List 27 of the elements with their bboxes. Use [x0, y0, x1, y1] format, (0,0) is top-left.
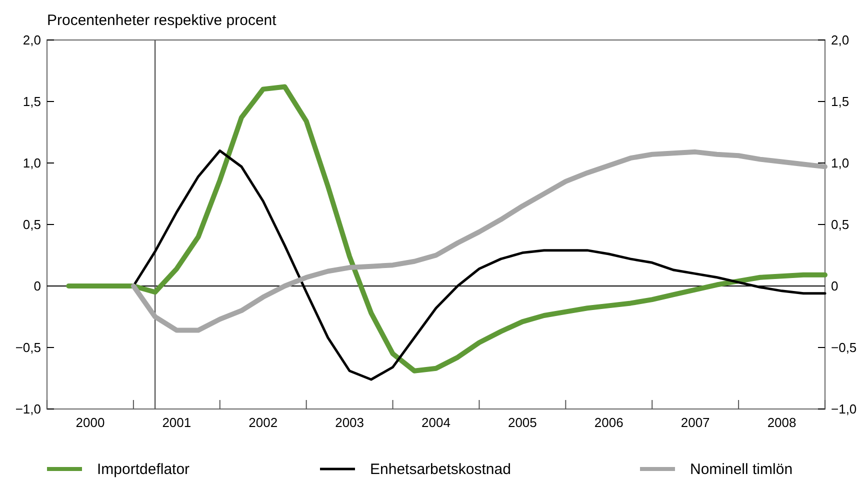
y-tick-label: 0 — [34, 278, 41, 294]
legend-label: Importdeflator — [97, 461, 190, 478]
x-tick-label: 2001 — [162, 415, 192, 430]
y2-tick-label: −1,0 — [831, 402, 857, 417]
x-tick-label: 2003 — [335, 415, 364, 430]
y2-tick-label: 1,5 — [831, 94, 850, 110]
y2-tick-label: 1,0 — [831, 156, 850, 171]
x-tick-label: 2008 — [767, 415, 796, 430]
y-tick-label: 1,0 — [22, 156, 41, 171]
y-tick-label: −1,0 — [15, 402, 41, 417]
legend-label: Enhetsarbetskostnad — [370, 461, 511, 478]
y2-tick-label: 2,0 — [831, 32, 850, 48]
chart-subtitle: Procentenheter respektive procent — [47, 12, 278, 29]
x-tick-label: 2000 — [76, 415, 105, 430]
legend-label: Nominell timlön — [690, 461, 793, 478]
y2-tick-label: −0,5 — [831, 340, 857, 356]
x-tick-label: 2002 — [248, 415, 278, 430]
x-tick-label: 2006 — [594, 415, 624, 430]
y2-tick-label: 0,5 — [831, 217, 850, 232]
y-tick-label: 2,0 — [22, 32, 41, 48]
x-tick-label: 2004 — [422, 415, 450, 430]
x-tick-label: 2007 — [680, 415, 710, 430]
x-tick-label: 2005 — [508, 415, 537, 430]
y-tick-label: 0,5 — [22, 217, 41, 232]
y2-tick-label: 0 — [831, 278, 838, 294]
y-tick-label: 1,5 — [22, 94, 41, 110]
y-tick-label: −0,5 — [15, 340, 41, 356]
